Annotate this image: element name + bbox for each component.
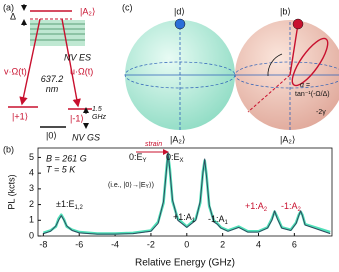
y-tick-label: 2 — [29, 199, 34, 209]
peak-label-main: -1:A — [281, 201, 298, 211]
wavelength: 637.2 nm — [41, 74, 64, 94]
drive-arrow — [19, 18, 41, 106]
peak-label: -1:A1 — [208, 214, 229, 225]
x-tick-label: -8 — [39, 239, 47, 249]
x-tick-label: -2 — [147, 239, 155, 249]
peak-label-main: 0:E — [166, 152, 180, 162]
peak-label-main: -1:A — [208, 214, 225, 224]
peak-label-sub: 1 — [225, 220, 229, 226]
x-tick-label: -6 — [75, 239, 83, 249]
y-tick-label: 5 — [29, 152, 34, 162]
peak-label-sub: Y — [143, 158, 147, 164]
state-label: |b⟩ — [280, 6, 291, 16]
panel-label: (b) — [3, 144, 14, 154]
energy-diagram: (a) Δ |A₂⟩ NV ES 637.2 nm v·Ω(t) u·Ω(t) |… — [3, 2, 107, 142]
peak-label: +1:A1 — [173, 212, 196, 223]
strain-label: strain — [145, 141, 162, 148]
peak-label-main: 0:E — [129, 152, 143, 162]
peak-label-sub: 1 — [192, 218, 196, 224]
peak-label-main: ±1:E — [56, 199, 74, 209]
gamma: -2γ — [316, 109, 326, 116]
drive-arrow — [61, 18, 81, 108]
x-tick-label: 2 — [220, 239, 225, 249]
level-label: |-1⟩ — [70, 113, 84, 123]
temperature: T = 5 K — [46, 164, 76, 174]
level-label: |A₂⟩ — [80, 6, 95, 16]
es-label: NV ES — [64, 52, 91, 62]
level-label: |0⟩ — [46, 130, 57, 140]
pole-label: |A₂⟩ — [280, 134, 295, 144]
alpha-eq: tan⁻¹(-Ω/Δ) — [295, 91, 330, 98]
peak-label: ±1:E1,2 — [56, 199, 83, 210]
peak-label-main: +1:A — [173, 212, 192, 222]
pole-label: |A₂⟩ — [170, 134, 185, 144]
peak-label-sub: 1,2 — [74, 205, 83, 211]
peak-label: +1:A2 — [245, 201, 268, 212]
x-axis-title: Relative Energy (GHz) — [135, 258, 235, 269]
panel-label: (c) — [122, 2, 133, 12]
x-tick-label: -4 — [111, 239, 119, 249]
y-axis-title: PL (kcts) — [6, 174, 16, 209]
peak-label: 0:EY — [129, 152, 147, 163]
state-dot — [292, 18, 304, 30]
bloch-spheres: (c) |d⟩ |b⟩ |A₂⟩ |A₂⟩ α = tan⁻¹(-Ω/Δ) -2… — [122, 2, 339, 144]
spectrum-line — [43, 152, 331, 235]
splitting: 1.5 GHz — [92, 106, 107, 121]
gs-label: NV GS — [72, 132, 100, 142]
peak-label: 0:EX — [166, 152, 184, 163]
peak-label-sub: 2 — [264, 207, 268, 213]
drive-label: u·Ω(t) — [70, 66, 93, 76]
y-tick-label: 4 — [29, 168, 34, 178]
state-label: |d⟩ — [174, 6, 185, 16]
y-tick-label: 3 — [29, 183, 34, 193]
peak-label-main: +1:A — [245, 201, 264, 211]
peak-label: -1:A2 — [281, 201, 302, 212]
y-tick-label: 1 — [29, 215, 34, 225]
state-dot — [174, 18, 186, 30]
x-tick-label: 4 — [256, 239, 261, 249]
x-tick-label: 0 — [184, 239, 189, 249]
delta-label: Δ — [10, 11, 16, 21]
x-tick-label: 6 — [292, 239, 297, 249]
spectrum-chart: (b) PL (kcts) Relative Energy (GHz) B = … — [3, 141, 333, 269]
plot-frame — [37, 147, 333, 237]
y-tick-label: 0 — [29, 230, 34, 240]
peak-label-sub: 2 — [298, 207, 302, 213]
alpha: α = — [300, 82, 310, 89]
field: B = 261 G — [46, 153, 87, 163]
peak-label-sub: X — [180, 158, 184, 164]
panel-label: (a) — [3, 2, 14, 12]
drive-label: v·Ω(t) — [4, 66, 27, 76]
state-vector — [289, 23, 299, 76]
level-label: |+1⟩ — [12, 111, 28, 121]
note: (i.e., |0⟩→|EY⟩) — [108, 181, 154, 190]
